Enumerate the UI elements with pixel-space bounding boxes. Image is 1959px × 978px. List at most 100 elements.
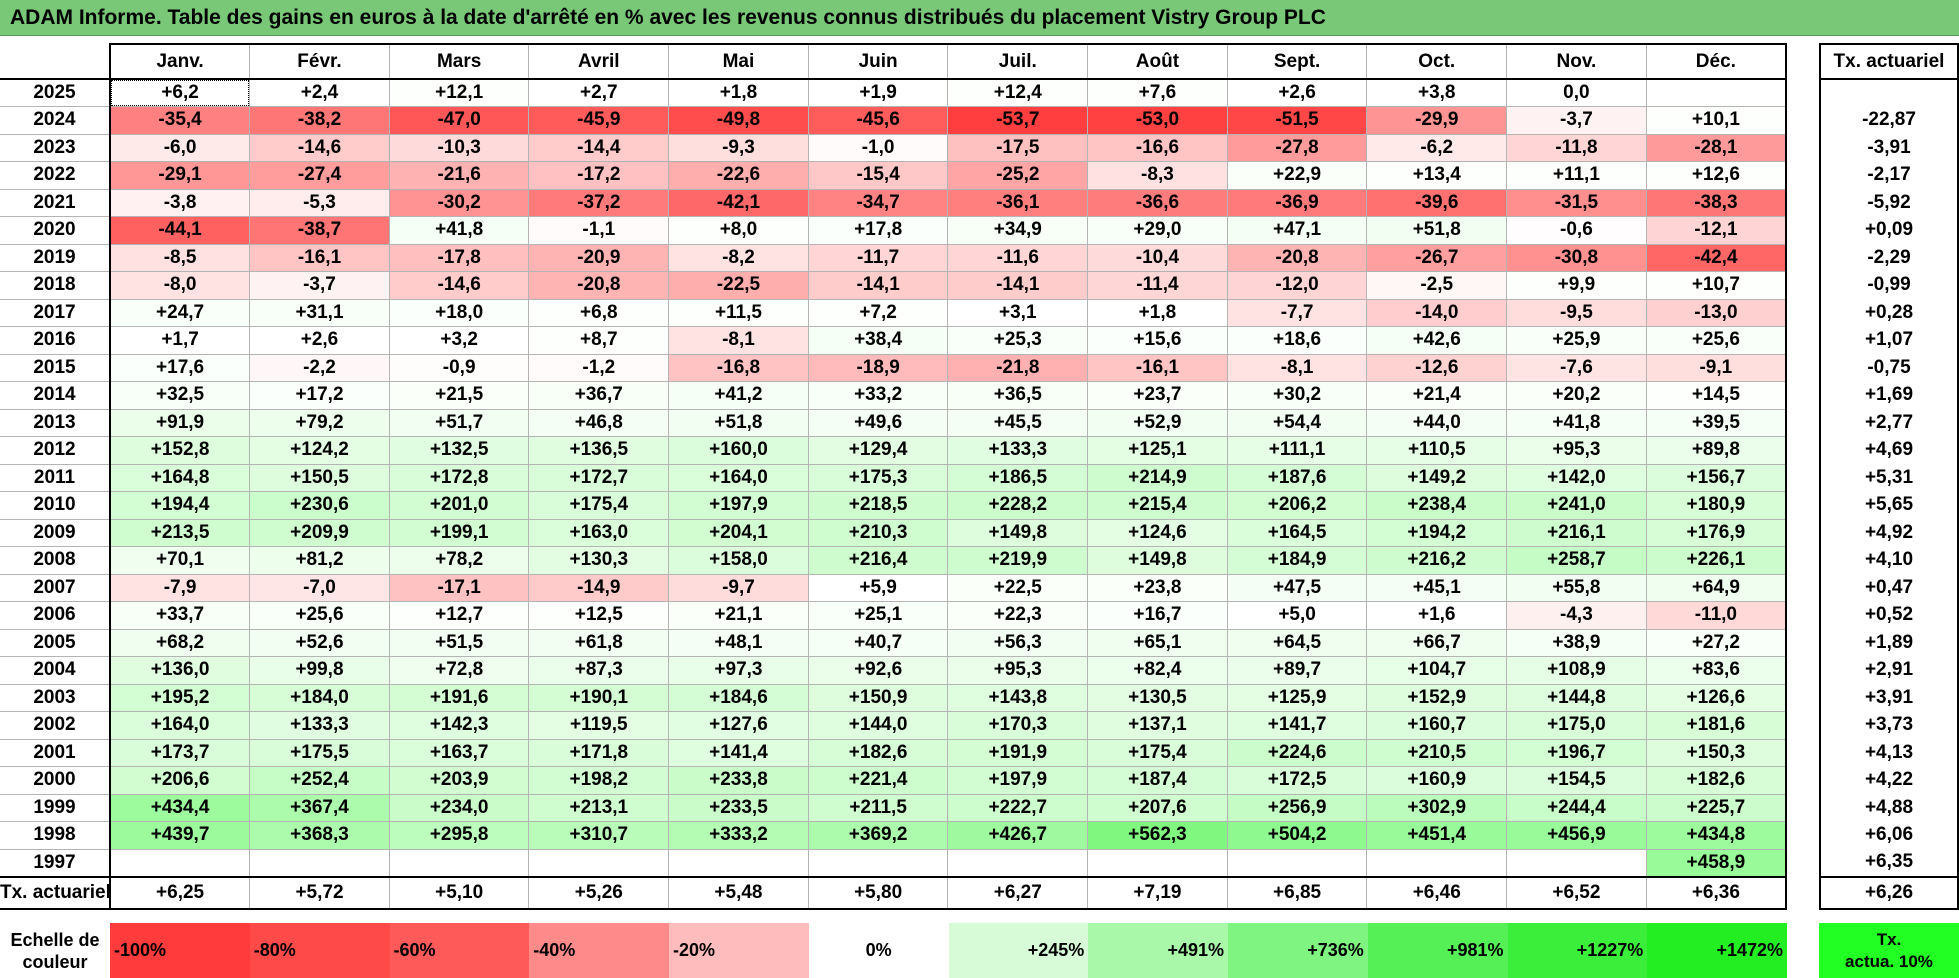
gain-cell: +83,6 xyxy=(1645,656,1787,685)
year-label: 2010 xyxy=(0,491,111,520)
gain-cell: +172,8 xyxy=(388,463,530,492)
gain-cell: +72,8 xyxy=(388,656,530,685)
gain-cell: +89,8 xyxy=(1645,436,1787,465)
year-label: 2001 xyxy=(0,738,111,767)
month-header: Mars xyxy=(388,43,530,80)
gain-cell: +234,0 xyxy=(388,793,530,822)
month-header: Juin xyxy=(807,43,949,80)
gain-cell: -36,1 xyxy=(947,188,1089,217)
gain-cell: +199,1 xyxy=(388,518,530,547)
color-scale-swatch: -60% xyxy=(389,923,530,978)
gain-cell: +18,6 xyxy=(1226,326,1368,355)
tx-cell: +6,06 xyxy=(1819,821,1959,849)
gain-cell: +104,7 xyxy=(1366,656,1508,685)
gain-cell: +13,4 xyxy=(1366,161,1508,190)
gain-cell: -20,8 xyxy=(1226,243,1368,272)
gain-cell: -17,1 xyxy=(388,573,530,602)
tx-row: +1,69 xyxy=(1819,381,1959,409)
gain-cell: +33,7 xyxy=(109,601,251,630)
tx-row: +0,47 xyxy=(1819,574,1959,602)
year-row: 2014 +32,5 +17,2 +21,5 +36,7 +41,2 +33,2 +36,5 +… xyxy=(0,381,1787,410)
gain-cell: +141,4 xyxy=(668,738,809,767)
gain-cell: -3,7 xyxy=(249,271,390,300)
gain-cell: +30,2 xyxy=(1226,381,1368,410)
gain-cell: +225,7 xyxy=(1645,793,1787,822)
gain-cell: -8,3 xyxy=(1087,161,1228,190)
gain-cell: +68,2 xyxy=(109,628,251,657)
gain-cell: +108,9 xyxy=(1506,656,1647,685)
tx-row: +0,09 xyxy=(1819,216,1959,244)
year-row: 2004 +136,0 +99,8 +72,8 +87,3 +97,3 +92,6 +95,3… xyxy=(0,656,1787,685)
gain-cell: -9,7 xyxy=(668,573,809,602)
gain-cell xyxy=(388,848,530,877)
gain-cell: +65,1 xyxy=(1087,628,1228,657)
gain-cell: +12,6 xyxy=(1645,161,1787,190)
tx-row: +4,88 xyxy=(1819,794,1959,822)
tx-cell: -0,99 xyxy=(1819,271,1959,299)
gain-cell: -8,1 xyxy=(1226,353,1368,382)
color-scale-swatch: -100% xyxy=(110,923,250,978)
gain-cell: +3,8 xyxy=(1366,78,1508,107)
gain-cell: -26,7 xyxy=(1366,243,1508,272)
gain-cell: +21,5 xyxy=(388,381,530,410)
gain-cell: -53,0 xyxy=(1087,106,1228,135)
gain-cell: +132,5 xyxy=(388,436,530,465)
tx-row: +2,91 xyxy=(1819,656,1959,684)
gain-cell: +152,8 xyxy=(109,436,251,465)
gain-cell: +15,6 xyxy=(1087,326,1228,355)
total-cell: +6,36 xyxy=(1645,875,1787,910)
gain-cell: +214,9 xyxy=(1087,463,1228,492)
gain-cell: -38,3 xyxy=(1645,188,1787,217)
gain-cell: +89,7 xyxy=(1226,656,1368,685)
year-label: 2020 xyxy=(0,216,111,245)
gain-cell: -2,2 xyxy=(249,353,390,382)
gain-cell: +170,3 xyxy=(947,711,1089,740)
tx-row: +4,69 xyxy=(1819,436,1959,464)
total-cell: +5,26 xyxy=(528,875,670,910)
gain-cell: +29,0 xyxy=(1087,216,1228,245)
gain-cell: +20,2 xyxy=(1506,381,1647,410)
tx-row: +6,06 xyxy=(1819,821,1959,849)
gain-cell: +152,9 xyxy=(1366,683,1508,712)
gain-cell: +41,8 xyxy=(1506,408,1647,437)
gain-cell: +64,9 xyxy=(1645,573,1787,602)
year-row: 2008 +70,1 +81,2 +78,2 +130,3 +158,0 +216,4 +21… xyxy=(0,546,1787,575)
gains-table-body: Janv. Févr. Mars Avril Mai Juin Juil. Août Sept.… xyxy=(0,43,1787,910)
tx-row: +0,28 xyxy=(1819,299,1959,327)
gain-cell: +221,4 xyxy=(807,766,949,795)
gain-cell: +97,3 xyxy=(668,656,809,685)
gain-cell: +126,6 xyxy=(1645,683,1787,712)
gain-cell: -7,0 xyxy=(249,573,390,602)
gain-cell: +194,4 xyxy=(109,491,251,520)
gain-cell: +201,0 xyxy=(388,491,530,520)
gain-cell: -17,2 xyxy=(528,161,670,190)
gain-cell: +160,7 xyxy=(1366,711,1508,740)
year-row: 2001 +173,7 +175,5 +163,7 +171,8 +141,4 +182,6… xyxy=(0,738,1787,767)
year-label: 2013 xyxy=(0,408,111,437)
color-scale-row: Echelle de couleur -100% -80% -60% -40% -20%… xyxy=(0,923,1787,978)
gain-cell: +8,7 xyxy=(528,326,670,355)
gain-cell: -3,7 xyxy=(1506,106,1647,135)
gain-cell: +47,5 xyxy=(1226,573,1368,602)
gain-cell: +187,6 xyxy=(1226,463,1368,492)
gain-cell: +5,0 xyxy=(1226,601,1368,630)
gain-cell: +191,9 xyxy=(947,738,1089,767)
gain-cell: +127,6 xyxy=(668,711,809,740)
gain-cell: -45,9 xyxy=(528,106,670,135)
year-label: 2011 xyxy=(0,463,111,492)
gain-cell: +206,6 xyxy=(109,766,251,795)
year-label: 2025 xyxy=(0,78,111,107)
gain-cell: -42,4 xyxy=(1645,243,1787,272)
gain-cell: +9,9 xyxy=(1506,271,1647,300)
color-scale-swatch: +491% xyxy=(1088,923,1228,978)
gain-cell: -30,2 xyxy=(388,188,530,217)
gain-cell: +209,9 xyxy=(249,518,390,547)
gain-cell: +150,9 xyxy=(807,683,949,712)
gain-cell: +55,8 xyxy=(1506,573,1647,602)
gain-cell: +45,5 xyxy=(947,408,1089,437)
color-scale-swatch: +245% xyxy=(948,923,1089,978)
gain-cell: +160,9 xyxy=(1366,766,1508,795)
gain-cell: +367,4 xyxy=(249,793,390,822)
gain-cell: +23,7 xyxy=(1087,381,1228,410)
gain-cell: +124,2 xyxy=(249,436,390,465)
